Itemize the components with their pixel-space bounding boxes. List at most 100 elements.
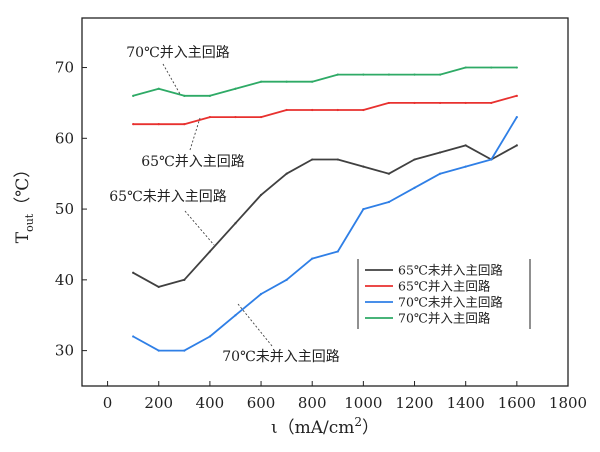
data-point [515,94,518,97]
data-point [183,94,186,97]
data-point [157,123,160,126]
legend-label: 70℃并入主回路 [398,311,491,326]
data-point [285,80,288,83]
data-point [464,101,467,105]
data-point [157,349,160,352]
annotation: 70℃并入主回路 [126,45,230,95]
data-point [387,101,391,105]
data-point [259,115,263,119]
data-point [387,200,391,204]
annotation-layer: 70℃并入主回路 65℃并入主回路 65℃未并入主回路 70℃未并入主回路 [109,45,339,365]
legend-item: 70℃并入主回路 [365,311,491,326]
series-4 [132,66,518,97]
y-tick-label: 50 [55,200,74,218]
x-tick-label: 400 [196,394,225,412]
series-line [132,144,518,288]
y-tick-label: 60 [55,129,74,147]
series-2 [132,94,518,126]
data-point [311,108,314,112]
data-point [311,80,314,83]
x-tick-label: 800 [298,394,327,412]
annotation-label: 70℃未并入主回路 [222,349,339,365]
plot-frame [81,17,569,387]
series-line [132,66,517,97]
data-point [208,250,211,253]
data-point [413,101,416,105]
data-point [490,66,493,69]
data-point [208,115,211,119]
data-point [413,186,416,189]
annotation: 65℃未并入主回路 [109,189,227,246]
data-point [285,278,288,281]
annotation-label: 65℃并入主回路 [141,154,244,170]
data-point [336,250,339,253]
series-layer [132,66,518,352]
annotation-leader [184,210,215,246]
data-point [285,108,288,112]
data-point [413,158,416,161]
data-point [234,314,237,317]
data-point [387,172,391,175]
x-tick-label: 1800 [549,394,587,412]
data-point [259,80,263,83]
annotation-label: 70℃并入主回路 [126,45,229,61]
series-line [132,116,518,352]
x-tick-label: 600 [247,394,276,412]
annotation-leader [237,303,273,347]
data-point [132,123,135,126]
x-tick-label: 200 [144,394,173,412]
data-point [464,165,467,168]
data-point [183,349,186,352]
data-point [362,165,365,168]
annotation-leader [162,63,181,95]
axis-titles: ι（mA/cm2） Tout（℃） [13,161,379,438]
data-point [259,292,263,296]
annotation-leader [189,117,201,151]
legend-label: 65℃并入主回路 [398,279,491,294]
data-point [234,222,237,225]
x-tick-label: 1400 [447,394,485,412]
data-point [362,207,365,211]
data-point [362,73,365,76]
y-tick-label: 70 [55,59,74,77]
data-point [157,87,160,90]
x-tick-label: 1600 [498,394,536,412]
data-point [208,335,211,338]
legend-item: 70℃未并入主回路 [365,295,503,310]
data-point [336,158,339,161]
data-point [132,335,135,338]
data-point [208,94,211,97]
data-point [132,94,135,97]
data-point [311,158,314,161]
data-point [285,172,288,175]
series-1 [132,144,518,289]
legend-label: 70℃未并入主回路 [398,295,503,310]
data-point [259,193,263,197]
legend-label: 65℃未并入主回路 [398,263,503,278]
data-point [464,66,467,69]
data-point [183,278,186,281]
data-point [515,115,518,119]
plot-area: 0 200 400 600 800 1000 1200 1400 1600 1800 30 40 50 6… [55,17,587,412]
data-point [439,151,442,154]
data-point [439,172,442,175]
x-tick-label: 1200 [395,394,433,412]
annotation: 70℃未并入主回路 [222,303,340,365]
data-point [464,144,467,147]
data-point [336,73,339,76]
x-tick-label: 0 [103,394,113,412]
legend-item: 65℃未并入主回路 [365,263,503,278]
data-point [439,73,442,76]
data-point [183,123,186,126]
series-line [133,94,518,126]
y-axis-title: Tout（℃） [13,161,36,244]
data-point [387,73,391,76]
data-point [362,108,365,112]
data-point [439,101,442,105]
x-tick-label: 1000 [344,394,382,412]
y-tick-label: 40 [55,271,74,289]
data-point [311,257,314,260]
data-point [490,158,493,161]
